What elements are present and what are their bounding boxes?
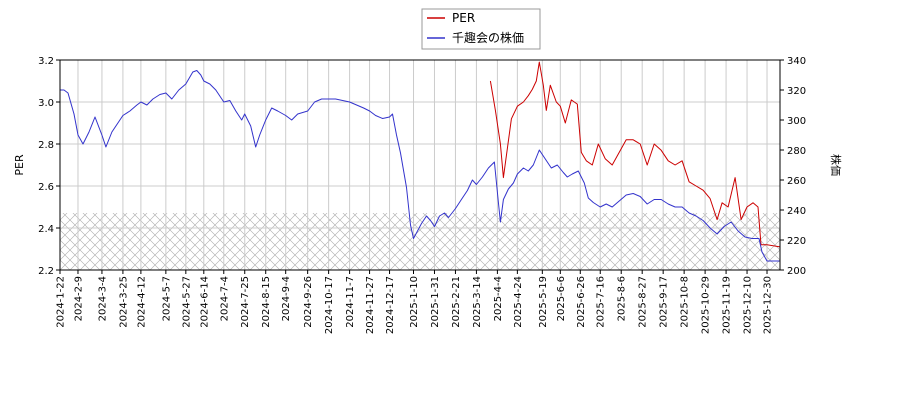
left-axis-title: PER (13, 154, 26, 176)
x-tick-label: 2024-2-9 (73, 276, 84, 321)
x-tick-label: 2025-4-4 (493, 276, 504, 321)
right-tick-label: 300 (787, 116, 806, 127)
left-tick-label: 2.8 (38, 140, 54, 151)
right-tick-label: 320 (787, 86, 806, 97)
x-tick-label: 2025-6-26 (576, 276, 587, 328)
x-tick-label: 2024-8-15 (261, 276, 272, 328)
x-tick-label: 2025-1-31 (430, 276, 441, 328)
legend: PER 千趣会の株価 (421, 8, 541, 50)
left-tick-label: 2.4 (38, 224, 54, 235)
x-tick-label: 2024-10-17 (324, 276, 335, 334)
right-axis-title: 株価 (829, 154, 843, 176)
right-tick-label: 260 (787, 176, 806, 187)
legend-box (421, 8, 541, 50)
right-tick-label: 340 (787, 56, 806, 67)
x-tick-label: 2025-11-19 (722, 276, 733, 334)
x-tick-label: 2025-12-10 (743, 276, 754, 334)
legend-per-label: PER (452, 11, 475, 25)
x-tick-label: 2024-5-27 (181, 276, 192, 328)
x-tick-label: 2025-12-30 (763, 276, 774, 334)
x-tick-label: 2025-2-21 (451, 276, 462, 328)
x-tick-label: 2025-8-27 (638, 276, 649, 328)
left-tick-label: 3.0 (38, 98, 54, 109)
left-tick-label: 2.6 (38, 182, 54, 193)
x-tick-label: 2025-3-14 (472, 276, 483, 328)
right-tick-label: 240 (787, 206, 806, 217)
stock-price-series-line (60, 70, 780, 262)
x-tick-label: 2025-7-16 (596, 276, 607, 328)
hatched-band (60, 213, 780, 270)
x-tick-label: 2024-12-17 (385, 276, 396, 334)
x-tick-label: 2024-7-4 (219, 276, 230, 321)
x-tick-label: 2024-1-22 (56, 276, 67, 328)
left-tick-label: 2.2 (38, 266, 54, 277)
x-tick-label: 2024-3-25 (118, 276, 129, 328)
x-tick-label: 2025-8-6 (617, 276, 628, 321)
x-tick-label: 2024-9-26 (303, 276, 314, 328)
x-tick-label: 2024-4-12 (136, 276, 147, 328)
x-tick-label: 2024-11-27 (365, 276, 376, 334)
x-tick-label: 2024-6-14 (199, 276, 210, 328)
right-tick-label: 200 (787, 266, 806, 277)
x-tick-label: 2025-10-29 (701, 276, 712, 334)
right-tick-label: 220 (787, 236, 806, 247)
x-tick-label: 2025-6-6 (556, 276, 567, 321)
x-tick-label: 2024-7-25 (240, 276, 251, 328)
left-tick-label: 3.2 (38, 56, 54, 67)
x-tick-label: 2025-1-10 (409, 276, 420, 328)
x-tick-label: 2025-5-19 (538, 276, 549, 328)
x-tick-label: 2024-9-4 (281, 276, 292, 321)
x-tick-label: 2024-3-4 (97, 276, 108, 321)
legend-price-label: 千趣会の株価 (452, 30, 524, 45)
x-tick-label: 2024-5-7 (161, 276, 172, 321)
per-series-line (489, 61, 780, 248)
plot-frame (59, 59, 781, 271)
right-tick-label: 280 (787, 146, 806, 157)
x-tick-label: 2025-9-17 (659, 276, 670, 328)
x-tick-label: 2024-11-7 (345, 276, 356, 328)
x-tick-label: 2025-10-8 (680, 276, 691, 328)
x-tick-label: 2025-4-24 (513, 276, 524, 328)
